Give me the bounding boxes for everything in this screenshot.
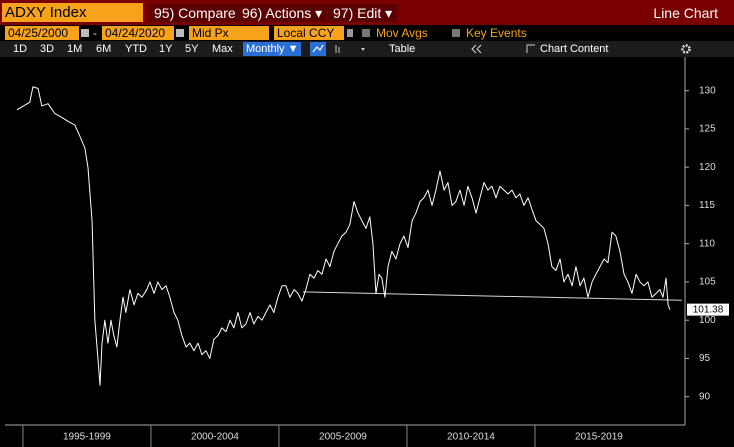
y-tick-label: 125 xyxy=(699,124,716,135)
period-button[interactable]: 5Y xyxy=(185,43,199,55)
mov-avgs-checkbox[interactable] xyxy=(362,29,370,37)
y-tick-label: 90 xyxy=(699,391,711,402)
line-icon-bg xyxy=(310,42,326,56)
price-line xyxy=(16,86,671,386)
currency-dropdown[interactable] xyxy=(347,29,353,37)
y-tick-label: 105 xyxy=(699,277,716,288)
mov-avgs-label: Mov Avgs xyxy=(376,26,428,40)
period-button[interactable]: 3D xyxy=(40,43,55,55)
y-tick-label: 95 xyxy=(699,353,711,364)
last-value-label: 101.38 xyxy=(693,304,724,315)
chevron xyxy=(476,44,482,54)
x-tick-label: 2010-2014 xyxy=(447,432,495,443)
y-tick-label: 120 xyxy=(699,162,716,173)
collapse-icon[interactable] xyxy=(470,43,484,55)
period-button[interactable]: 1D xyxy=(13,43,28,55)
compare-button[interactable]: 95) Compare xyxy=(149,4,241,22)
price-field[interactable]: Mid Px xyxy=(189,26,269,40)
x-tick-label: 2000-2004 xyxy=(191,432,239,443)
content-icon xyxy=(526,44,535,53)
last-value-box xyxy=(687,303,729,316)
ticker-input[interactable]: ADXY Index xyxy=(2,3,143,22)
view-title: Line Chart xyxy=(653,5,718,21)
y-tick-label: 130 xyxy=(699,85,716,96)
edit-button[interactable]: 97) Edit ▾ xyxy=(328,4,398,22)
title-bar: ADXY Index 95) Compare 96) Actions ▾ 97)… xyxy=(0,0,734,25)
end-date[interactable]: 04/24/2020 xyxy=(102,26,174,40)
frequency-button[interactable]: Monthly ▼ xyxy=(243,42,302,56)
calendar-icon[interactable] xyxy=(81,28,90,38)
period-bar: 1D 3D 1M 6M YTD 1Y 5Y Max Monthly ▼ Table Chart… xyxy=(0,41,734,57)
chart-icons[interactable] xyxy=(310,42,370,56)
line-icon xyxy=(312,44,324,53)
date-separator: - xyxy=(93,26,97,40)
table-button[interactable]: Table xyxy=(389,43,416,55)
y-tick-label: 100 xyxy=(699,315,716,326)
period-button[interactable]: Max xyxy=(212,43,233,55)
x-tick-label: 1995-1999 xyxy=(63,432,111,443)
y-tick-label: 110 xyxy=(699,238,715,249)
content-shape xyxy=(526,44,535,53)
y-tick-label: 115 xyxy=(699,200,715,211)
gear xyxy=(681,44,691,54)
calendar-icon[interactable] xyxy=(176,28,185,38)
start-date[interactable]: 04/25/2000 xyxy=(5,26,79,40)
x-tick-label: 2015-2019 xyxy=(575,432,623,443)
key-events-label: Key Events xyxy=(466,26,527,40)
currency-field[interactable]: Local CCY xyxy=(274,26,344,40)
actions-button[interactable]: 96) Actions ▾ xyxy=(237,4,328,22)
chart: 90 95 100 105 110 115 120 125 130 1995-1999 2000-2… xyxy=(5,57,729,447)
settings-icon[interactable] xyxy=(680,43,692,55)
key-events-checkbox[interactable] xyxy=(452,29,460,37)
dropdown-arrow xyxy=(361,48,365,51)
x-tick-label: 2005-2009 xyxy=(319,432,367,443)
period-button[interactable]: 1M xyxy=(67,43,83,55)
chevron xyxy=(471,44,477,54)
calendar-shape xyxy=(81,29,89,37)
calendar-shape xyxy=(176,29,184,37)
trendline xyxy=(303,291,682,301)
chart-content-button[interactable]: Chart Content xyxy=(540,43,609,55)
period-button[interactable]: YTD xyxy=(125,43,147,55)
period-button[interactable]: 6M xyxy=(96,43,112,55)
period-button[interactable]: 1Y xyxy=(159,43,173,55)
settings-bar: 04/25/2000 - 04/24/2020 Mid Px Local CCY… xyxy=(0,25,734,41)
